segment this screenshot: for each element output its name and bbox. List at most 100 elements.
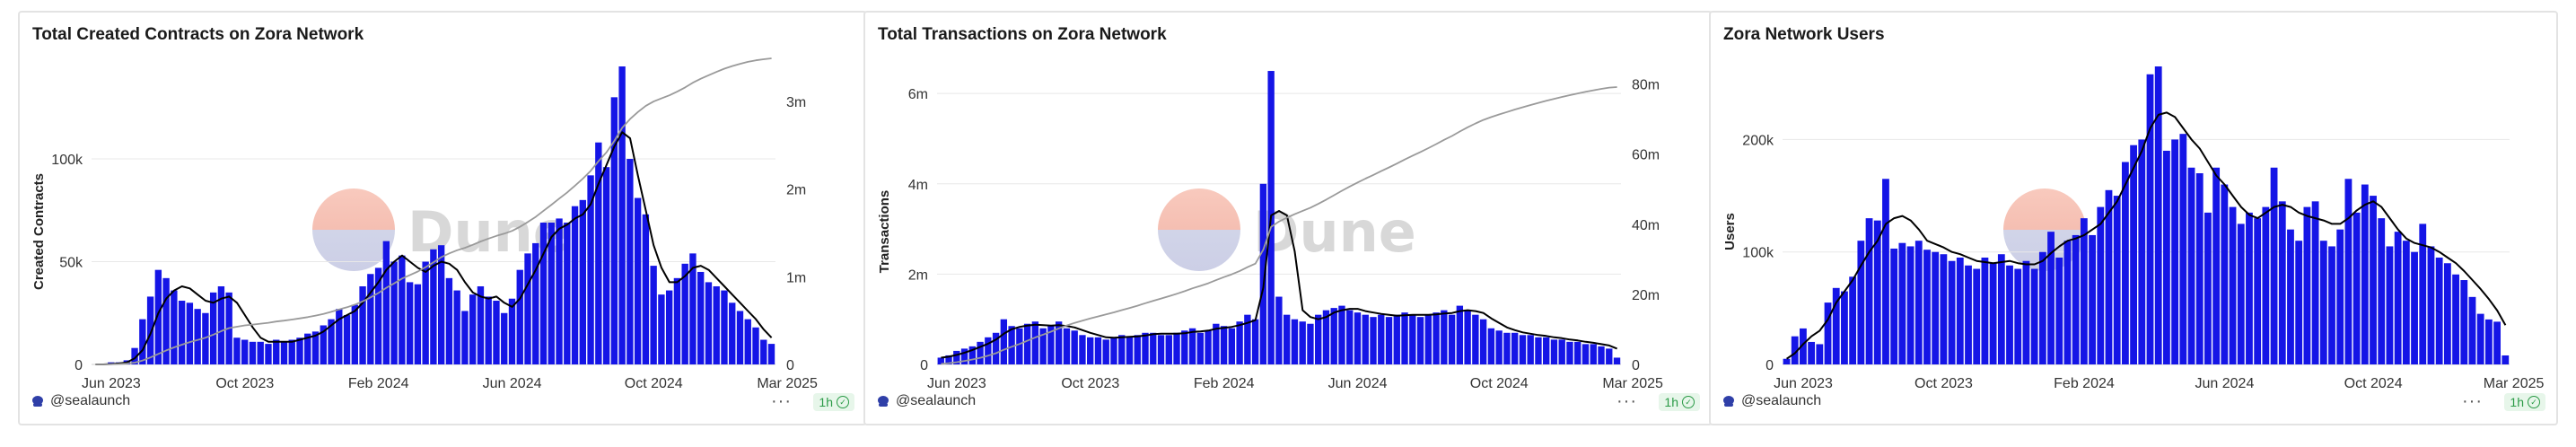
bar[interactable]: [626, 159, 634, 364]
author-link[interactable]: @sealaunch: [876, 393, 976, 409]
bar[interactable]: [1824, 302, 1832, 364]
bar[interactable]: [1047, 326, 1055, 364]
bar[interactable]: [968, 346, 976, 364]
bar[interactable]: [2319, 241, 2327, 364]
bar[interactable]: [1213, 323, 1220, 364]
bar[interactable]: [2411, 251, 2418, 364]
bar[interactable]: [1165, 335, 1172, 364]
bar[interactable]: [1791, 336, 1799, 364]
bar[interactable]: [760, 339, 767, 364]
bar[interactable]: [1283, 314, 1291, 364]
bar[interactable]: [2121, 162, 2129, 364]
bar[interactable]: [1079, 335, 1086, 364]
bar[interactable]: [1087, 337, 1094, 364]
bar[interactable]: [752, 327, 759, 364]
bar[interactable]: [2476, 313, 2484, 364]
bar[interactable]: [477, 285, 485, 364]
bar[interactable]: [2146, 74, 2154, 365]
bar[interactable]: [1338, 305, 1345, 364]
bar[interactable]: [209, 292, 217, 364]
bar[interactable]: [1550, 339, 1558, 364]
bar[interactable]: [1472, 314, 1479, 364]
bar[interactable]: [2303, 206, 2311, 364]
bar[interactable]: [1464, 310, 1471, 364]
bar[interactable]: [2386, 246, 2394, 364]
bar[interactable]: [571, 206, 579, 364]
bar[interactable]: [736, 311, 744, 364]
more-options-icon[interactable]: ···: [1617, 391, 1637, 411]
bar[interactable]: [1157, 335, 1165, 364]
more-options-icon[interactable]: ···: [771, 391, 792, 411]
bar[interactable]: [2278, 201, 2286, 364]
author-link[interactable]: @sealaunch: [1722, 393, 1821, 409]
bar[interactable]: [233, 337, 241, 364]
bar[interactable]: [2047, 232, 2055, 364]
bar[interactable]: [2204, 212, 2212, 364]
bar[interactable]: [602, 167, 610, 364]
bar[interactable]: [1832, 287, 1840, 364]
bar[interactable]: [171, 290, 178, 364]
bar[interactable]: [1008, 326, 1015, 364]
bar[interactable]: [713, 285, 720, 364]
bar[interactable]: [1424, 314, 1432, 364]
bar[interactable]: [1932, 251, 1940, 364]
bar[interactable]: [1393, 314, 1400, 364]
bar[interactable]: [2402, 241, 2410, 364]
bar[interactable]: [634, 197, 642, 364]
bar[interactable]: [2262, 206, 2270, 364]
bar[interactable]: [1574, 341, 1582, 364]
bar[interactable]: [1259, 183, 1267, 364]
bar[interactable]: [1126, 337, 1134, 364]
bar[interactable]: [1023, 323, 1031, 364]
bar[interactable]: [1989, 263, 1997, 364]
bar[interactable]: [650, 266, 657, 364]
bar[interactable]: [2072, 234, 2080, 364]
bar[interactable]: [437, 245, 445, 364]
bar[interactable]: [1808, 341, 1816, 364]
bar[interactable]: [1511, 332, 1519, 364]
bar[interactable]: [2089, 234, 2096, 364]
bar[interactable]: [1385, 317, 1393, 364]
bar[interactable]: [311, 331, 320, 364]
bar[interactable]: [1841, 291, 1848, 364]
bar[interactable]: [1401, 312, 1408, 364]
bar[interactable]: [162, 277, 170, 364]
bar[interactable]: [1236, 321, 1243, 364]
bar[interactable]: [351, 304, 358, 364]
bar[interactable]: [343, 315, 351, 364]
bar[interactable]: [1566, 341, 1573, 364]
bar[interactable]: [2427, 246, 2435, 364]
bar[interactable]: [485, 296, 492, 364]
bar[interactable]: [587, 175, 594, 364]
bar[interactable]: [1914, 241, 1923, 364]
bar[interactable]: [1409, 314, 1416, 364]
bar[interactable]: [2014, 268, 2022, 364]
bar[interactable]: [1346, 310, 1354, 364]
bar[interactable]: [960, 348, 968, 364]
bar[interactable]: [1448, 314, 1456, 364]
bar[interactable]: [595, 142, 602, 364]
bar[interactable]: [202, 312, 209, 364]
bar[interactable]: [2105, 189, 2113, 364]
bar[interactable]: [744, 319, 751, 364]
bar[interactable]: [1582, 344, 1590, 364]
bar[interactable]: [1039, 328, 1047, 364]
bar[interactable]: [1783, 358, 1791, 364]
bar[interactable]: [1873, 220, 1881, 364]
bar[interactable]: [1849, 276, 1857, 364]
bar[interactable]: [2006, 265, 2013, 364]
bar[interactable]: [2378, 218, 2386, 364]
bar[interactable]: [2179, 134, 2187, 365]
bar[interactable]: [2221, 184, 2229, 364]
bar[interactable]: [1956, 257, 1964, 364]
bar[interactable]: [1940, 254, 1948, 364]
bar[interactable]: [658, 294, 665, 364]
bar[interactable]: [1275, 296, 1283, 364]
bar[interactable]: [977, 341, 984, 364]
bar[interactable]: [1142, 332, 1149, 364]
bar[interactable]: [1613, 357, 1621, 364]
bar[interactable]: [1071, 330, 1078, 364]
bar[interactable]: [328, 319, 335, 364]
bar[interactable]: [194, 309, 201, 364]
bar[interactable]: [1299, 321, 1306, 364]
